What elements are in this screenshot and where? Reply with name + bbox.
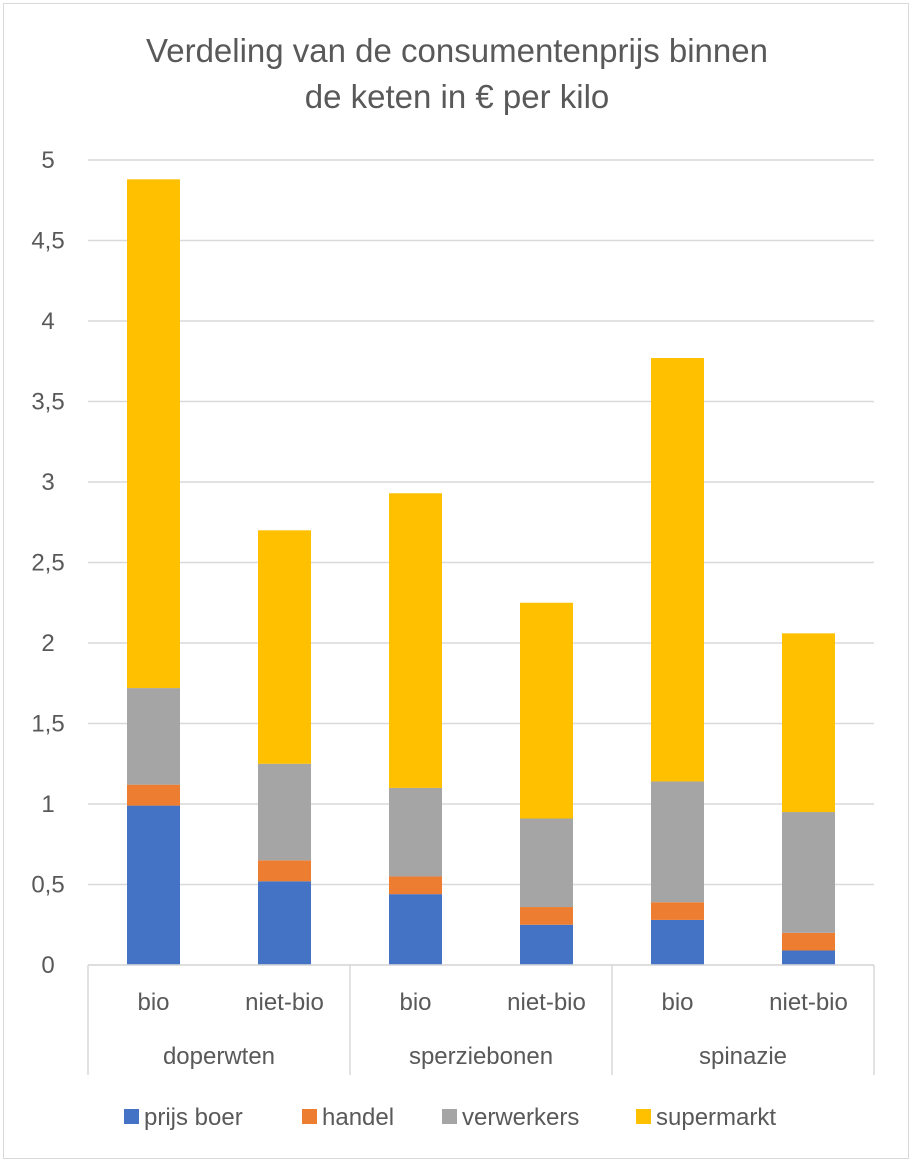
y-tick-label: 1 [41,791,54,818]
x-tick-label: niet-bio [507,989,586,1016]
legend-label: handel [322,1104,394,1131]
legend-label: verwerkers [462,1104,579,1131]
gridlines [88,159,874,966]
chart-title-line-1: Verdeling van de consumentenprijs binnen [146,32,768,69]
x-tick-label: niet-bio [245,989,324,1016]
bar-segment-supermarkt [389,493,442,788]
bar-stack [127,179,180,965]
legend-swatch [302,1109,317,1124]
legend-item: supermarkt [636,1104,776,1131]
bar-segment-supermarkt [782,633,835,813]
chart-title: Verdeling van de consumentenprijs binnen… [146,32,768,115]
bar-segment-verwerkers [258,763,311,861]
legend-item: handel [302,1104,394,1131]
chart-title-line-2: de keten in € per kilo [305,78,610,115]
y-tick-label: 2 [41,630,54,657]
legend-swatch [442,1109,457,1124]
bar-segment-handel [651,902,704,920]
legend: prijs boer handel verwerkers supermarkt [124,1104,776,1131]
bar-segment-handel [782,932,835,951]
bar-segment-supermarkt [520,602,573,819]
legend-swatch [124,1109,139,1124]
bar-segment-supermarkt [127,179,180,689]
y-tick-label: 5 [41,147,54,174]
bar-segment-verwerkers [520,818,573,908]
y-tick-label: 4 [41,308,54,335]
y-tick-label: 4,5 [31,228,64,255]
x-tick-label: bio [661,989,693,1016]
y-tick-label: 1,5 [31,711,64,738]
bars [127,179,835,965]
y-tick-label: 3 [41,469,54,496]
bar-segment-prijs-boer [389,894,442,965]
bar-segment-verwerkers [651,781,704,903]
x-tick-label: niet-bio [769,989,848,1016]
bar-segment-verwerkers [127,688,180,785]
x-tick-label: bio [137,989,169,1016]
x-tick-label: bio [399,989,431,1016]
bar-segment-handel [520,907,573,925]
bar-stack [520,602,573,965]
x-group-label: spinazie [699,1043,787,1070]
y-tick-label: 3,5 [31,389,64,416]
x-axis: bio niet-bio bio niet-bio bio niet-bio doperwt… [87,964,875,1075]
bar-stack [651,358,704,965]
bar-segment-prijs-boer [258,881,311,965]
legend-swatch [636,1109,651,1124]
bar-stack [782,633,835,965]
x-group-label: doperwten [163,1043,275,1070]
legend-label: supermarkt [656,1104,776,1131]
bar-segment-handel [258,860,311,882]
bar-stack [389,493,442,965]
bar-segment-handel [389,876,442,895]
bar-segment-verwerkers [782,812,835,933]
bar-segment-handel [127,784,180,806]
y-tick-label: 0,5 [31,872,64,899]
legend-item: prijs boer [124,1104,243,1131]
bar-segment-prijs-boer [782,950,835,965]
bar-segment-prijs-boer [520,924,573,965]
bar-segment-verwerkers [389,787,442,877]
y-tick-label: 0 [41,952,54,979]
bar-stack [258,530,311,965]
legend-item: verwerkers [442,1104,579,1131]
bar-segment-supermarkt [258,530,311,764]
bar-segment-supermarkt [651,358,704,782]
x-group-label: sperziebonen [409,1043,553,1070]
bar-segment-prijs-boer [127,805,180,965]
legend-label: prijs boer [144,1104,243,1131]
bar-segment-prijs-boer [651,919,704,965]
y-axis-tick-labels: 0 0,5 1 1,5 2 2,5 3 3,5 4 4,5 5 [31,147,64,979]
y-tick-label: 2,5 [31,550,64,577]
